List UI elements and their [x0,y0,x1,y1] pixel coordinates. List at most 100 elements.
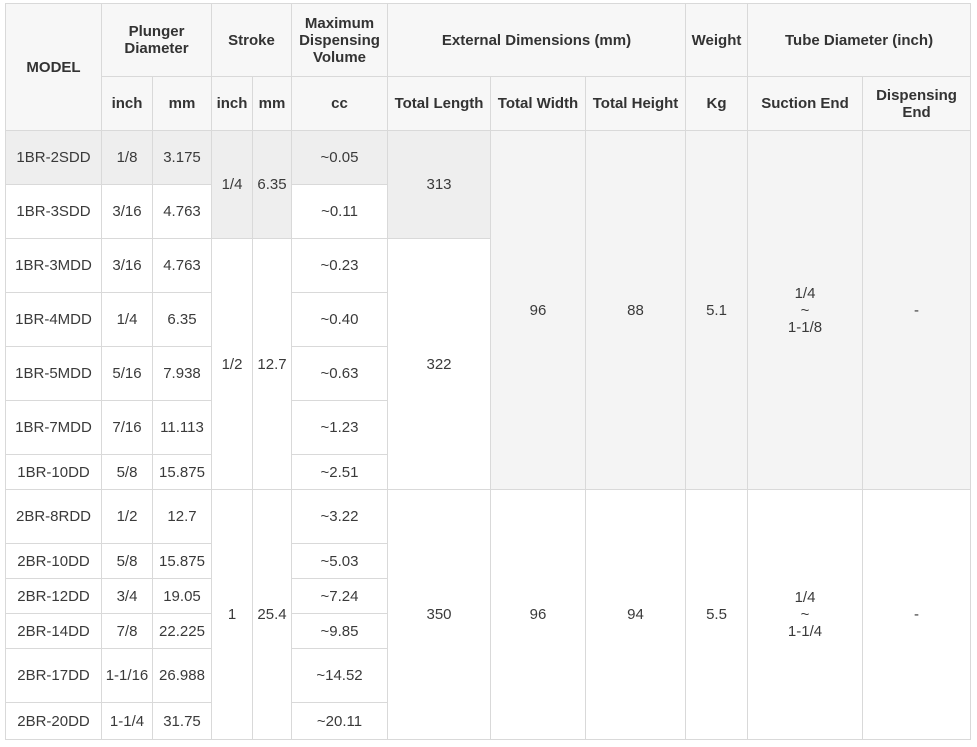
pump-spec-table: MODEL Plunger Diameter Stroke Maximum Di… [5,3,972,740]
header-dispensing-end: Dispensing End [862,76,972,131]
table-row: 2BR-10DD 5/8 15.875 ~5.03 [5,543,971,579]
header-stroke: Stroke [211,3,292,77]
plunger-mm-cell: 22.225 [152,613,212,649]
suction-line: 1/4 [794,589,816,606]
weight-cell: 5.5 [685,489,749,740]
header-suction-end: Suction End [747,76,864,131]
header-row-main: MODEL Plunger Diameter Stroke Maximum Di… [5,3,972,131]
stroke-inch-cell: 1/4 [211,130,253,239]
table-row: 2BR-20DD 1-1/4 31.75 ~20.11 [5,702,971,740]
header-weight-kg: Kg [685,76,749,131]
stroke-inch-cell: 1/2 [211,238,253,490]
model-cell: 1BR-5MDD [5,346,102,401]
stroke-inch-cell: 1 [211,489,253,740]
header-stroke-mm: mm [252,76,292,131]
plunger-mm-cell: 4.763 [152,184,212,239]
volume-cell: ~0.05 [291,130,388,185]
table-row: 2BR-8RDD 1/2 12.7 1 25.4 ~3.22 350 96 94… [5,489,972,740]
plunger-mm-cell: 26.988 [152,648,212,703]
table-row: 2BR-12DD 3/4 19.05 ~7.24 [5,578,971,614]
header-total-height: Total Height [584,76,687,131]
suction-end-cell: 1/4 ~ 1-1/8 [747,130,864,490]
model-cell: 2BR-17DD [5,648,102,703]
volume-cell: ~7.24 [291,578,388,614]
model-cell: 1BR-2SDD [5,130,102,185]
model-cell: 2BR-8RDD [5,489,102,544]
stroke-mm-cell: 6.35 [252,130,292,239]
header-tube-diameter: Tube Diameter (inch) [747,3,972,77]
model-cell: 1BR-10DD [5,454,102,490]
header-plunger-mm: mm [152,76,212,131]
total-height-cell: 94 [584,489,687,740]
volume-cell: ~0.11 [291,184,388,239]
plunger-mm-cell: 19.05 [152,578,212,614]
total-length-cell: 322 [387,238,491,490]
volume-cell: ~14.52 [291,648,388,703]
total-length-cell: 350 [387,489,491,740]
header-row-sub: inch mm inch mm cc Total Length Total Wi… [6,76,972,131]
volume-cell: ~0.63 [291,346,388,401]
dispensing-end-cell: - [862,130,972,490]
volume-cell: ~0.40 [291,292,388,347]
header-external-dimensions: External Dimensions (mm) [386,3,687,77]
dispensing-end-cell: - [862,489,972,740]
plunger-inch-cell: 7/16 [101,400,153,455]
plunger-mm-cell: 6.35 [152,292,212,347]
table-row: 1BR-3MDD 3/16 4.763 1/2 12.7 ~0.23 322 [5,238,971,490]
model-cell: 1BR-3SDD [5,184,102,239]
stroke-mm-cell: 25.4 [252,489,292,740]
table-row: 1BR-5MDD 5/16 7.938 ~0.63 [5,346,971,401]
total-height-cell: 88 [584,130,687,490]
plunger-inch-cell: 3/4 [101,578,153,614]
header-plunger-diameter: Plunger Diameter [101,3,212,77]
volume-cell: ~0.23 [291,238,388,293]
header-total-length: Total Length [387,76,491,131]
spec-table-container: MODEL Plunger Diameter Stroke Maximum Di… [5,3,972,740]
suction-line: 1-1/4 [787,623,823,640]
plunger-inch-cell: 7/8 [101,613,153,649]
volume-cell: ~9.85 [291,613,388,649]
header-weight: Weight [685,3,749,77]
suction-line: 1/4 [794,284,816,302]
header-max-volume: Maximum Dispensing Volume [291,3,388,77]
plunger-mm-cell: 3.175 [152,130,212,185]
suction-end-cell: 1/4 ~ 1-1/4 [747,489,864,740]
model-cell: 1BR-7MDD [5,400,102,455]
plunger-inch-cell: 5/16 [101,346,153,401]
volume-cell: ~5.03 [291,543,388,579]
model-cell: 1BR-3MDD [5,238,102,293]
plunger-inch-cell: 3/16 [101,184,153,239]
volume-cell: ~2.51 [291,454,388,490]
model-cell: 2BR-20DD [5,702,102,740]
table-row: 1BR-3SDD 3/16 4.763 ~0.11 [5,184,971,239]
table-row: 1BR-4MDD 1/4 6.35 ~0.40 [5,292,971,347]
plunger-inch-cell: 5/8 [101,543,153,579]
plunger-inch-cell: 1-1/4 [101,702,153,740]
volume-cell: ~20.11 [291,702,388,740]
plunger-inch-cell: 1/4 [101,292,153,347]
plunger-inch-cell: 5/8 [101,454,153,490]
volume-cell: ~3.22 [291,489,388,544]
plunger-inch-cell: 1/2 [101,489,153,544]
table-row: 1BR-10DD 5/8 15.875 ~2.51 [5,454,971,490]
plunger-inch-cell: 1/8 [101,130,153,185]
total-width-cell: 96 [490,130,586,490]
header-stroke-inch: inch [211,76,253,131]
header-volume-cc: cc [291,76,388,131]
header-model: MODEL [5,3,102,131]
suction-line: ~ [800,301,810,319]
table-row: 1BR-2SDD 1/8 3.175 1/4 6.35 ~0.05 313 96… [5,130,972,490]
volume-cell: ~1.23 [291,400,388,455]
suction-line: 1-1/8 [787,318,823,336]
total-length-cell: 313 [387,130,491,239]
plunger-mm-cell: 4.763 [152,238,212,293]
plunger-mm-cell: 15.875 [152,543,212,579]
weight-cell: 5.1 [685,130,749,490]
suction-line: ~ [800,606,810,623]
model-cell: 2BR-12DD [5,578,102,614]
plunger-mm-cell: 31.75 [152,702,212,740]
plunger-mm-cell: 15.875 [152,454,212,490]
model-cell: 2BR-14DD [5,613,102,649]
model-cell: 1BR-4MDD [5,292,102,347]
header-plunger-inch: inch [101,76,153,131]
